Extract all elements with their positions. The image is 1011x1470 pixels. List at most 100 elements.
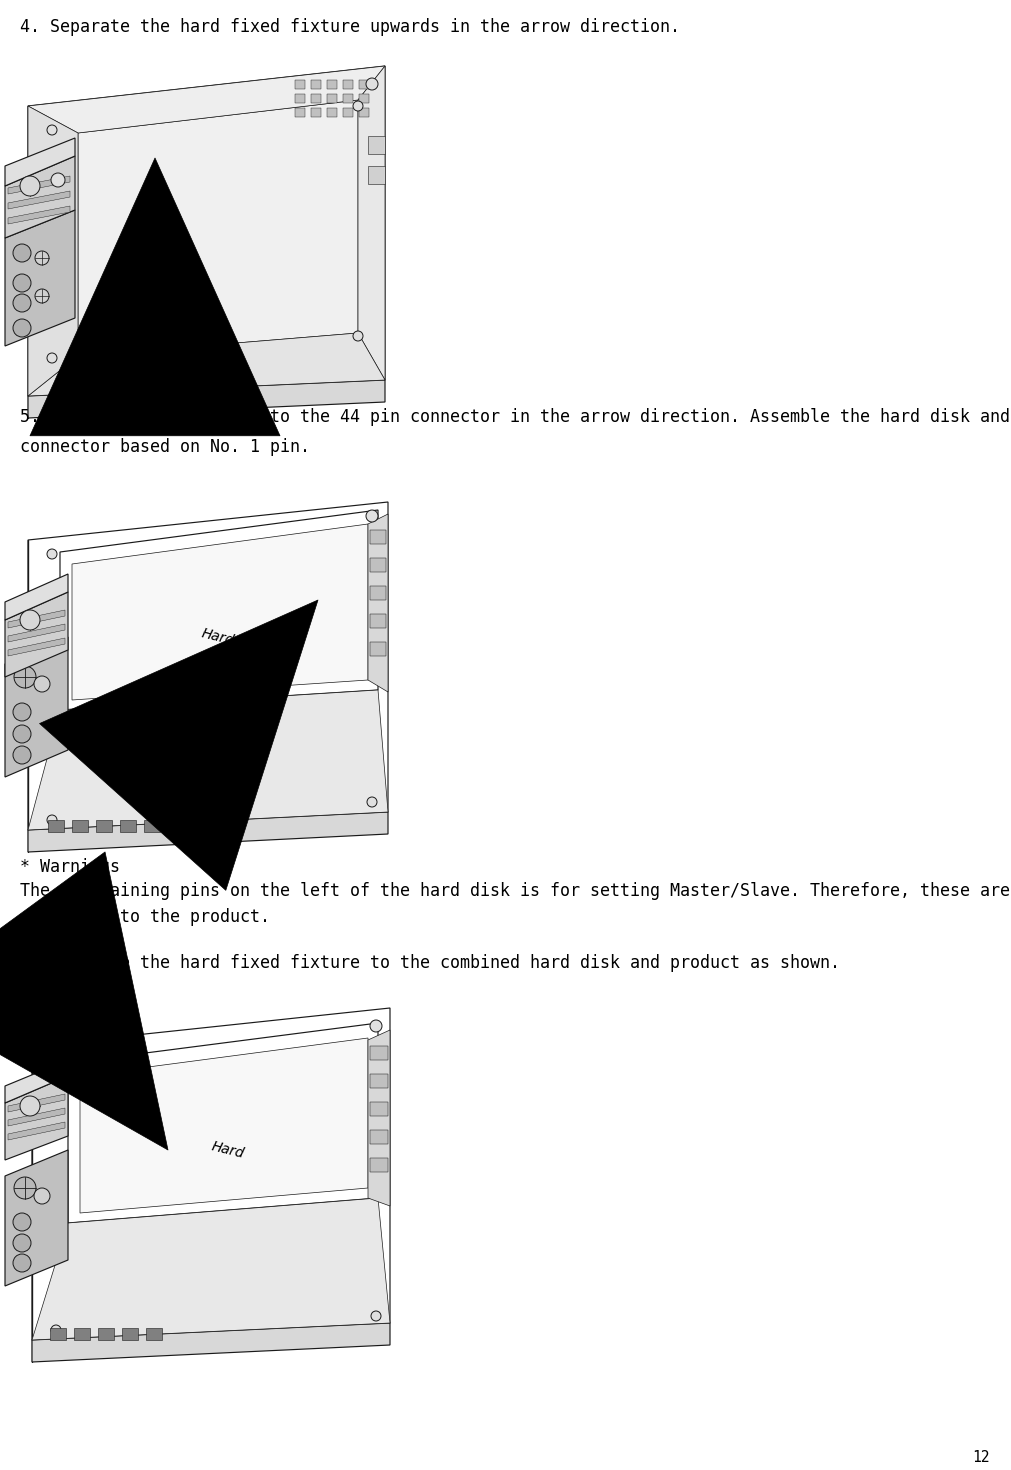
Polygon shape <box>343 107 353 118</box>
Circle shape <box>35 290 49 303</box>
Polygon shape <box>28 106 78 395</box>
Polygon shape <box>32 1323 390 1363</box>
Circle shape <box>47 548 57 559</box>
Polygon shape <box>343 94 353 103</box>
Polygon shape <box>28 334 385 395</box>
Circle shape <box>371 1311 381 1322</box>
Circle shape <box>34 676 50 692</box>
Polygon shape <box>60 510 378 710</box>
Polygon shape <box>370 559 386 572</box>
Polygon shape <box>68 1023 378 1223</box>
Circle shape <box>51 1324 61 1335</box>
Text: 5. Connect the hard disk to the 44 pin connector in the arrow direction. Assembl: 5. Connect the hard disk to the 44 pin c… <box>20 409 1010 426</box>
Text: The 4 remaining pins on the left of the hard disk is for setting Master/Slave. T: The 4 remaining pins on the left of the … <box>20 882 1011 900</box>
Text: 6. Assemble the hard fixed fixture to the combined hard disk and product as show: 6. Assemble the hard fixed fixture to th… <box>20 954 840 972</box>
Polygon shape <box>327 107 337 118</box>
Polygon shape <box>5 138 75 187</box>
Text: Hard: Hard <box>200 626 236 648</box>
Circle shape <box>13 1254 31 1272</box>
Circle shape <box>47 353 57 363</box>
Polygon shape <box>359 107 369 118</box>
Polygon shape <box>72 523 368 700</box>
Polygon shape <box>120 820 136 832</box>
Text: 12: 12 <box>973 1449 990 1466</box>
Polygon shape <box>368 137 385 154</box>
Circle shape <box>14 666 36 688</box>
Polygon shape <box>311 79 321 90</box>
Polygon shape <box>343 79 353 90</box>
Polygon shape <box>8 1094 65 1111</box>
Polygon shape <box>80 1038 368 1213</box>
Polygon shape <box>8 206 70 223</box>
Polygon shape <box>370 1102 388 1116</box>
Circle shape <box>20 610 40 631</box>
Polygon shape <box>359 94 369 103</box>
Polygon shape <box>5 210 75 345</box>
Polygon shape <box>96 820 112 832</box>
Circle shape <box>13 703 31 720</box>
Circle shape <box>34 1188 50 1204</box>
Circle shape <box>14 1177 36 1200</box>
Circle shape <box>13 1213 31 1230</box>
Polygon shape <box>28 501 388 831</box>
Polygon shape <box>8 176 70 194</box>
Polygon shape <box>370 1047 388 1060</box>
Polygon shape <box>295 107 305 118</box>
Polygon shape <box>8 610 65 628</box>
Circle shape <box>13 745 31 764</box>
Circle shape <box>367 797 377 807</box>
Text: * Warnings: * Warnings <box>20 858 120 876</box>
Polygon shape <box>295 79 305 90</box>
Polygon shape <box>5 573 68 620</box>
Polygon shape <box>28 66 385 395</box>
Circle shape <box>47 125 57 135</box>
Polygon shape <box>370 531 386 544</box>
Polygon shape <box>5 156 75 238</box>
Polygon shape <box>370 642 386 656</box>
Polygon shape <box>28 811 388 853</box>
Polygon shape <box>74 1327 90 1341</box>
Polygon shape <box>311 94 321 103</box>
Circle shape <box>20 1097 40 1116</box>
Polygon shape <box>122 1327 137 1341</box>
Polygon shape <box>50 1327 66 1341</box>
Text: 4. Separate the hard fixed fixture upwards in the arrow direction.: 4. Separate the hard fixed fixture upwar… <box>20 18 680 35</box>
Polygon shape <box>359 79 369 90</box>
Polygon shape <box>5 592 68 678</box>
Polygon shape <box>8 1108 65 1126</box>
Polygon shape <box>48 820 64 832</box>
Polygon shape <box>146 1327 162 1341</box>
Polygon shape <box>8 638 65 656</box>
Circle shape <box>51 1061 61 1072</box>
Circle shape <box>353 101 363 112</box>
Polygon shape <box>5 1060 68 1102</box>
Polygon shape <box>368 514 388 692</box>
Circle shape <box>13 1233 31 1252</box>
Polygon shape <box>5 1150 68 1286</box>
Circle shape <box>353 331 363 341</box>
Circle shape <box>20 176 40 196</box>
Polygon shape <box>8 191 70 209</box>
Polygon shape <box>98 1327 114 1341</box>
Polygon shape <box>32 1198 390 1341</box>
Circle shape <box>366 78 378 90</box>
Polygon shape <box>5 637 68 778</box>
Polygon shape <box>327 94 337 103</box>
Polygon shape <box>8 623 65 642</box>
Polygon shape <box>78 100 358 356</box>
Polygon shape <box>144 820 160 832</box>
Polygon shape <box>368 1030 390 1205</box>
Circle shape <box>366 510 378 522</box>
Polygon shape <box>72 820 88 832</box>
Polygon shape <box>28 66 385 132</box>
Polygon shape <box>370 1130 388 1144</box>
Circle shape <box>13 273 31 293</box>
Polygon shape <box>370 1075 388 1088</box>
Circle shape <box>13 319 31 337</box>
Circle shape <box>13 725 31 742</box>
Circle shape <box>51 173 65 187</box>
Polygon shape <box>370 587 386 600</box>
Text: connected to the product.: connected to the product. <box>20 908 270 926</box>
Text: connector based on No. 1 pin.: connector based on No. 1 pin. <box>20 438 310 456</box>
Polygon shape <box>370 1158 388 1172</box>
